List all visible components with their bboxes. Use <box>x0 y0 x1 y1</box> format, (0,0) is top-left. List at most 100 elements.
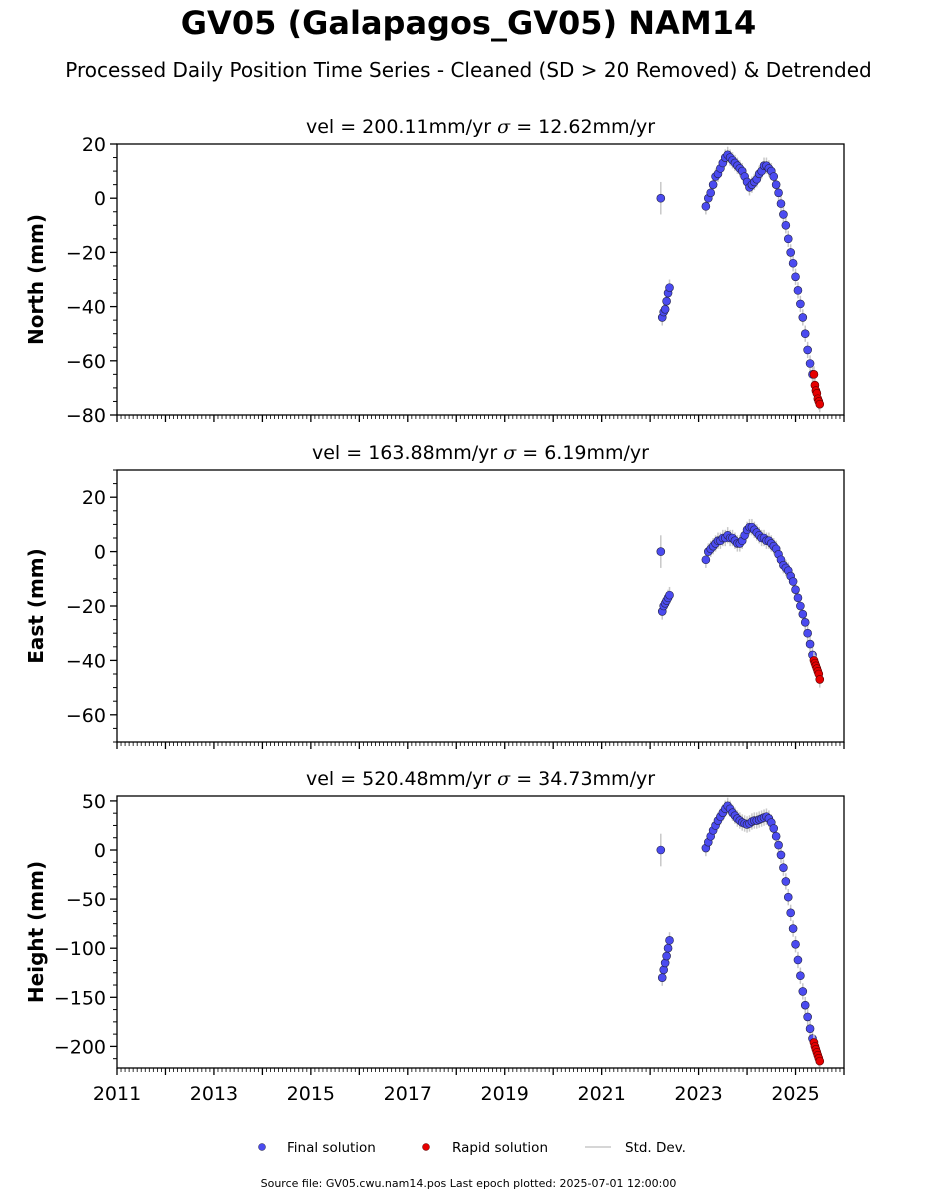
chart-subtitle: Processed Daily Position Time Series - C… <box>65 58 872 82</box>
panel-velocity-label: vel = 163.88mm/yr σ = 6.19mm/yr <box>312 442 649 464</box>
data-point <box>788 258 798 268</box>
data-point <box>791 272 800 282</box>
data-point <box>815 675 825 684</box>
data-point <box>656 845 666 855</box>
data-point <box>805 359 815 368</box>
data-point <box>796 971 805 980</box>
y-axis-label: North (mm) <box>24 214 48 345</box>
x-tick-label: 2015 <box>287 1083 335 1105</box>
data-point <box>800 618 810 627</box>
data-point <box>769 172 779 181</box>
x-tick-label: 2023 <box>674 1083 722 1105</box>
sigma-symbol: σ <box>503 442 517 464</box>
data-point <box>781 221 791 230</box>
data-point <box>708 180 718 189</box>
data-point <box>800 329 810 339</box>
data-point <box>662 296 671 306</box>
data-point <box>656 547 666 556</box>
data-point <box>769 824 779 833</box>
data-point <box>796 601 805 611</box>
data-point <box>815 1056 825 1066</box>
y-tick-label: −20 <box>66 596 106 618</box>
source-footer: Source file: GV05.cwu.nam14.pos Last epo… <box>260 1177 677 1190</box>
data-point <box>783 892 793 902</box>
data-point <box>800 1000 810 1010</box>
x-tick-label: 2025 <box>771 1083 819 1105</box>
rapid-solution-series <box>809 366 825 413</box>
data-point <box>791 585 800 594</box>
data-point <box>796 299 805 309</box>
x-tick-label: 2021 <box>577 1083 625 1105</box>
data-point <box>805 1024 815 1034</box>
y-axis-label: Height (mm) <box>24 861 48 1003</box>
y-tick-label: −20 <box>66 242 106 264</box>
sigma-value: = 34.73mm/yr <box>510 768 655 790</box>
velocity-value: vel = 200.11mm/yr <box>306 116 497 138</box>
data-point <box>791 939 800 949</box>
chart-title: GV05 (Galapagos_GV05) NAM14 <box>180 4 757 42</box>
data-point <box>665 590 674 600</box>
data-point <box>798 313 808 322</box>
data-point <box>803 1012 812 1022</box>
y-tick-label: 20 <box>82 134 106 156</box>
y-tick-label: −50 <box>66 889 106 911</box>
rapid-solution-series <box>809 1034 825 1070</box>
data-point <box>656 193 666 203</box>
panel-velocity-label: vel = 520.48mm/yr σ = 34.73mm/yr <box>306 768 655 790</box>
sigma-value: = 12.62mm/yr <box>510 116 655 138</box>
panel-velocity-label: vel = 200.11mm/yr σ = 12.62mm/yr <box>306 116 655 138</box>
data-point <box>663 943 673 953</box>
data-point <box>657 973 667 982</box>
y-axis-label: East (mm) <box>24 548 48 664</box>
data-point <box>776 199 786 208</box>
data-point <box>771 831 781 841</box>
data-point <box>793 593 803 603</box>
sigma-value: = 6.19mm/yr <box>516 442 649 464</box>
y-tick-label: −40 <box>66 297 106 319</box>
y-tick-label: −60 <box>66 351 106 373</box>
y-tick-label: −40 <box>66 650 106 672</box>
data-point <box>776 850 786 860</box>
data-point <box>665 936 674 945</box>
data-point <box>779 210 788 219</box>
legend: Final solution Rapid solution Std. Dev. <box>258 1140 686 1156</box>
x-tick-label: 2013 <box>190 1083 238 1105</box>
data-point <box>803 628 812 638</box>
axes-frame <box>116 469 845 743</box>
data-point <box>803 345 812 355</box>
data-point <box>786 908 795 918</box>
y-tick-label: 0 <box>94 840 106 862</box>
y-tick-label: 0 <box>94 188 106 210</box>
data-point <box>774 840 783 850</box>
legend-rapid-label: Rapid solution <box>452 1140 548 1156</box>
data-point <box>706 188 716 198</box>
sigma-symbol: σ <box>497 116 511 138</box>
sigma-symbol: σ <box>497 768 511 790</box>
axes-frame <box>116 143 845 416</box>
legend-final-label: Final solution <box>287 1140 376 1156</box>
data-point <box>783 234 793 244</box>
y-tick-label: 0 <box>94 542 106 564</box>
data-point <box>701 555 711 565</box>
y-tick-label: 20 <box>82 487 106 509</box>
panel-1: vel = 200.11mm/yr σ = 12.62mm/yr −80 −60 −4… <box>24 116 845 427</box>
axes-frame <box>116 795 845 1069</box>
x-tick-label: 2017 <box>384 1083 432 1105</box>
rapid-solution-series <box>809 652 825 688</box>
final-solution-series <box>656 797 817 1047</box>
velocity-value: vel = 520.48mm/yr <box>306 768 497 790</box>
y-tick-label: −200 <box>54 1036 106 1058</box>
x-tick-label: 2011 <box>93 1083 141 1105</box>
data-point <box>793 286 803 295</box>
data-point <box>701 202 711 211</box>
x-tick-label: 2019 <box>481 1083 529 1105</box>
y-tick-label: 50 <box>82 791 106 813</box>
legend-rapid-marker <box>422 1143 430 1151</box>
data-point <box>660 305 670 314</box>
data-point <box>809 370 819 379</box>
data-point <box>788 924 798 933</box>
data-point <box>788 577 798 586</box>
velocity-value: vel = 163.88mm/yr <box>312 442 503 464</box>
data-point <box>798 987 808 996</box>
data-point <box>774 188 783 198</box>
